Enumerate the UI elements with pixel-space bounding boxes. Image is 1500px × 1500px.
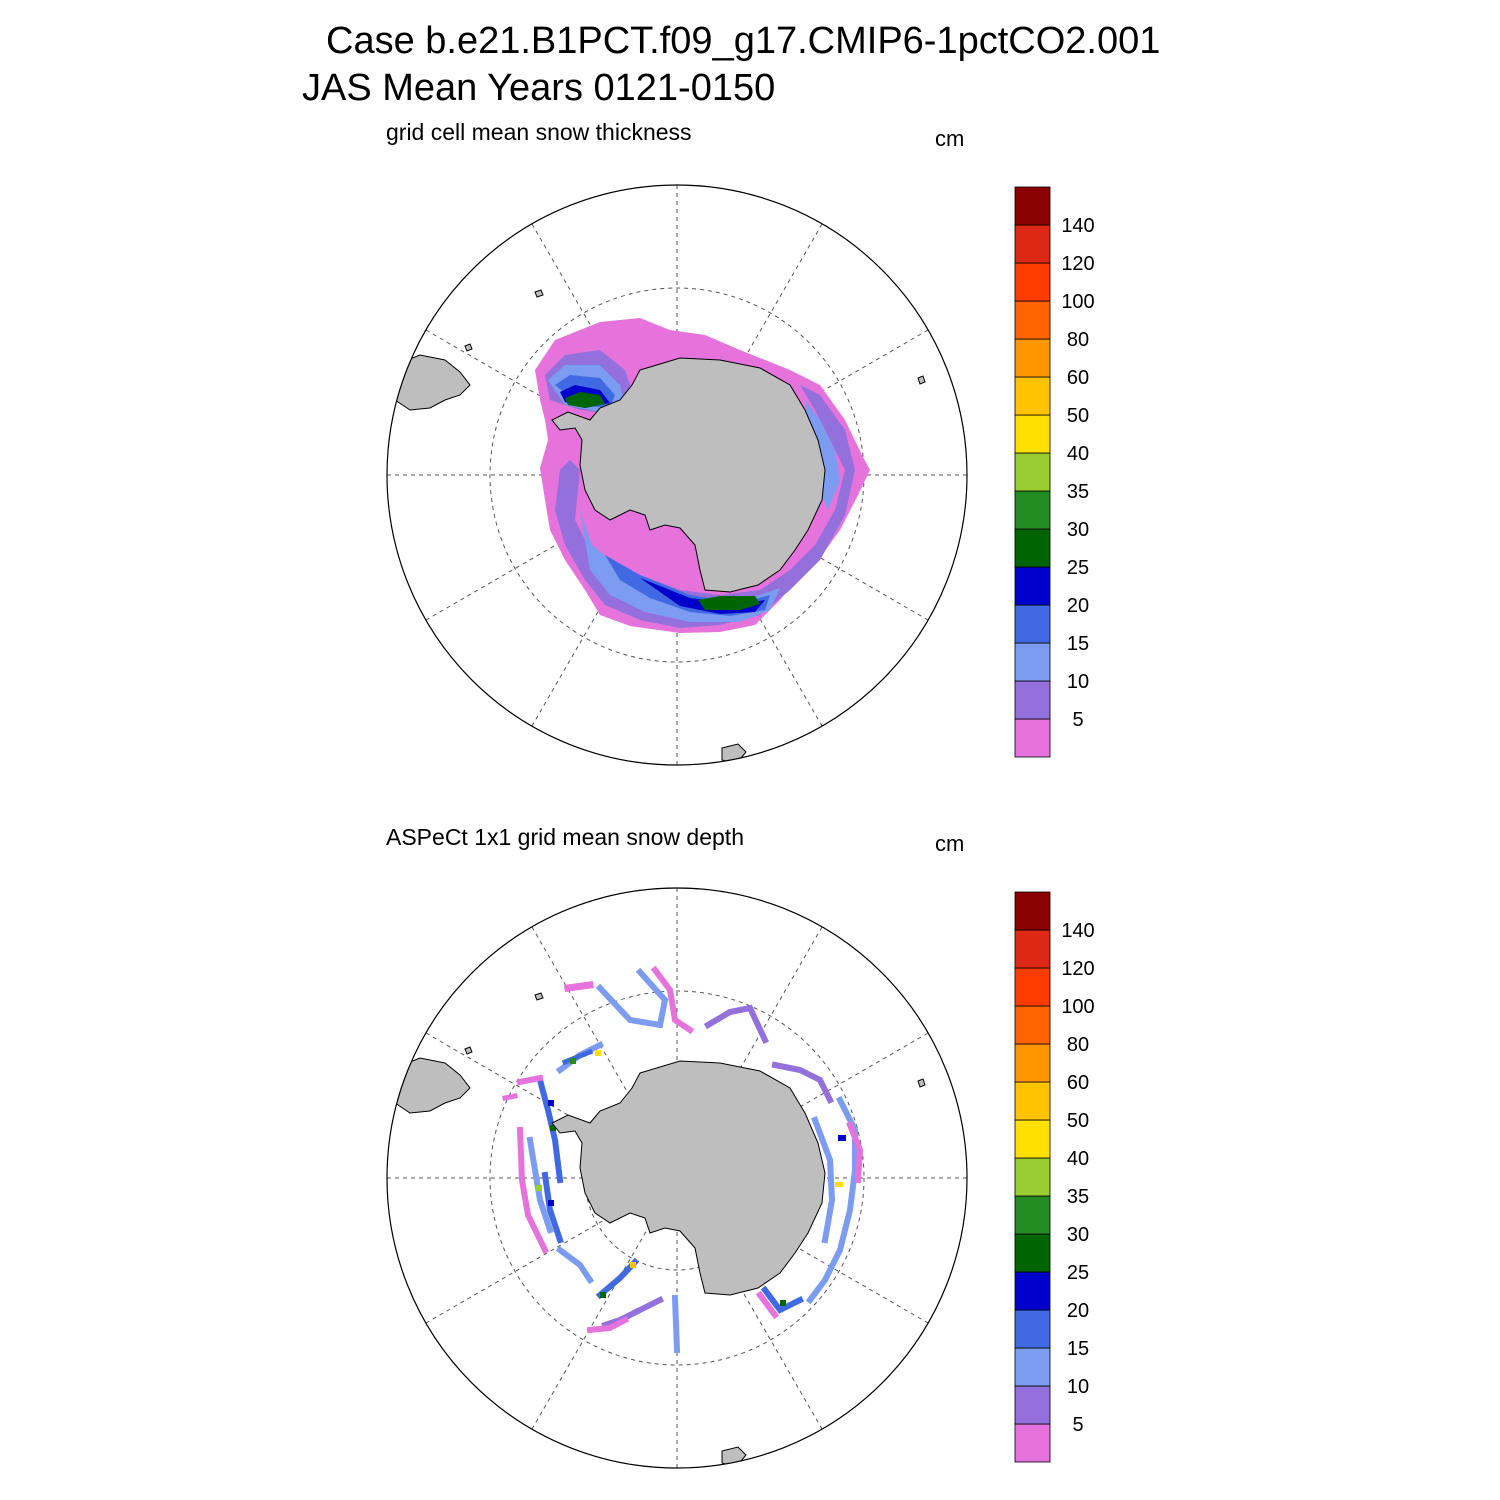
colorbar-tick-label: 10: [1067, 671, 1089, 693]
map-2-border: [386, 887, 968, 1469]
case-title: Case b.e21.B1PCT.f09_g17.CMIP6-1pctCO2.0…: [326, 20, 1161, 62]
colorbar-tick-label: 80: [1067, 1034, 1089, 1056]
colorbar-swatch: [1014, 1043, 1051, 1083]
island: [534, 992, 544, 1001]
colorbar-swatch: [1014, 929, 1051, 969]
colorbar-tick-label: 30: [1067, 1224, 1089, 1246]
colorbar-tick-label: 20: [1067, 595, 1089, 617]
colorbar-tick-label: 5: [1072, 1414, 1083, 1436]
antarctica-landmass: [551, 357, 826, 593]
antarctica-landmass: [551, 1060, 826, 1296]
panel-2-units: cm: [935, 831, 965, 856]
colorbar-tick-label: 30: [1067, 519, 1089, 541]
colorbar-tick-label: 140: [1061, 215, 1094, 237]
colorbar-tick-label: 40: [1067, 443, 1089, 465]
colorbar-swatch: [1014, 186, 1051, 226]
colorbar-tick-label: 140: [1061, 920, 1094, 942]
colorbar-tick-label: 100: [1061, 996, 1094, 1018]
map-1-border: [386, 184, 968, 766]
colorbar-swatch: [1014, 1119, 1051, 1159]
colorbar-tick-label: 35: [1067, 1186, 1089, 1208]
colorbar-tick-label: 50: [1067, 405, 1089, 427]
south-america-landmass: [394, 1057, 471, 1114]
colorbar-swatch: [1014, 1347, 1051, 1387]
colorbar-swatch: [1014, 967, 1051, 1007]
colorbar-tick-label: 15: [1067, 633, 1089, 655]
colorbar-tick-label: 15: [1067, 1338, 1089, 1360]
colorbar-swatch: [1014, 1271, 1051, 1311]
colorbar-swatch: [1014, 718, 1051, 758]
panel-2-title: ASPeCt 1x1 grid mean snow depth: [386, 824, 744, 850]
colorbar-tick-label: 100: [1061, 291, 1094, 313]
colorbar-swatch: [1014, 1081, 1051, 1121]
island: [534, 289, 544, 298]
colorbar-tick-label: 50: [1067, 1110, 1089, 1132]
panel-1-title: grid cell mean snow thickness: [386, 119, 692, 145]
colorbar-tick-label: 20: [1067, 1300, 1089, 1322]
colorbar-swatch: [1014, 1423, 1051, 1463]
island: [917, 1078, 926, 1088]
colorbar-swatch: [1014, 566, 1051, 606]
colorbar-swatch: [1014, 604, 1051, 644]
colorbar-tick-label: 35: [1067, 481, 1089, 503]
colorbar-swatch: [1014, 376, 1051, 416]
colorbar-swatch: [1014, 338, 1051, 378]
colorbar-swatch: [1014, 224, 1051, 264]
polar-map-model: [387, 185, 967, 765]
colorbar-tick-label: 120: [1061, 253, 1094, 275]
colorbar-swatch: [1014, 1233, 1051, 1273]
colorbar-2: 5 10 15 20 25 30 35 40 50 60 80 100 120 140: [1014, 891, 1095, 1463]
island: [464, 1046, 473, 1055]
colorbar-swatch: [1014, 300, 1051, 340]
colorbar-tick-label: 25: [1067, 1262, 1089, 1284]
panel-1-units: cm: [935, 126, 965, 151]
colorbar-tick-label: 25: [1067, 557, 1089, 579]
colorbar-swatch: [1014, 490, 1051, 530]
colorbar-swatch: [1014, 1157, 1051, 1197]
colorbar-tick-label: 60: [1067, 1072, 1089, 1094]
colorbar-tick-label: 10: [1067, 1376, 1089, 1398]
colorbar-tick-label: 120: [1061, 958, 1094, 980]
colorbar-tick-label: 40: [1067, 1148, 1089, 1170]
colorbar-swatch: [1014, 1005, 1051, 1045]
polar-map-obs: [387, 888, 967, 1468]
colorbar-swatch: [1014, 528, 1051, 568]
colorbar-tick-label: 5: [1072, 709, 1083, 731]
island: [917, 375, 926, 385]
colorbar-swatch: [1014, 1309, 1051, 1349]
period-title: JAS Mean Years 0121-0150: [302, 67, 776, 109]
colorbar-swatch: [1014, 1195, 1051, 1235]
colorbar-swatch: [1014, 262, 1051, 302]
colorbar-tick-label: 60: [1067, 367, 1089, 389]
colorbar-swatch: [1014, 414, 1051, 454]
island: [464, 343, 473, 352]
colorbar-swatch: [1014, 680, 1051, 720]
colorbar-swatch: [1014, 452, 1051, 492]
colorbar-1: 5 10 15 20 25 30 35 40 50 60 80 100 120 140: [1014, 186, 1095, 758]
colorbar-swatch: [1014, 642, 1051, 682]
colorbar-swatch: [1014, 1385, 1051, 1425]
colorbar-tick-label: 80: [1067, 329, 1089, 351]
colorbar-swatch: [1014, 891, 1051, 931]
south-america-landmass: [394, 354, 471, 411]
